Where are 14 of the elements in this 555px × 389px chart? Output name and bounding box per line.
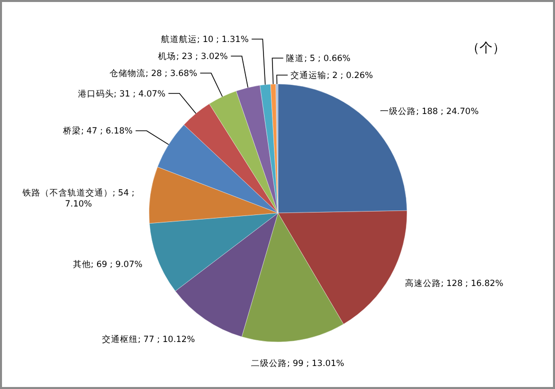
slice-label: 一级公路; 188 ; 24.70%: [380, 106, 479, 117]
slice-label: 交通枢纽; 77 ; 10.12%: [102, 334, 195, 345]
slice-label: 二级公路; 99 ; 13.01%: [251, 358, 344, 369]
slice-label: 港口码头; 31 ; 4.07%: [78, 88, 166, 100]
slice-label: 其他; 69 ; 9.07%: [72, 259, 142, 270]
slice-label: 桥梁; 47 ; 6.18%: [62, 126, 133, 137]
slice-label: 机场; 23 ; 3.02%: [158, 51, 228, 62]
slice-label: 交通运输; 2 ; 0.26%: [290, 70, 373, 82]
slice-label: 铁路（不含轨道交通）; 54 ; 7.10%: [21, 188, 134, 210]
text: （个）: [466, 41, 506, 56]
slice-label: 仓储物流; 28 ; 3.68%: [110, 68, 198, 80]
slice-label: 航道航运; 10 ; 1.31%: [161, 34, 249, 46]
slice-label: 隧道; 5 ; 0.66%: [286, 53, 350, 64]
slice-label: 高速公路; 128 ; 16.82%: [404, 278, 504, 289]
